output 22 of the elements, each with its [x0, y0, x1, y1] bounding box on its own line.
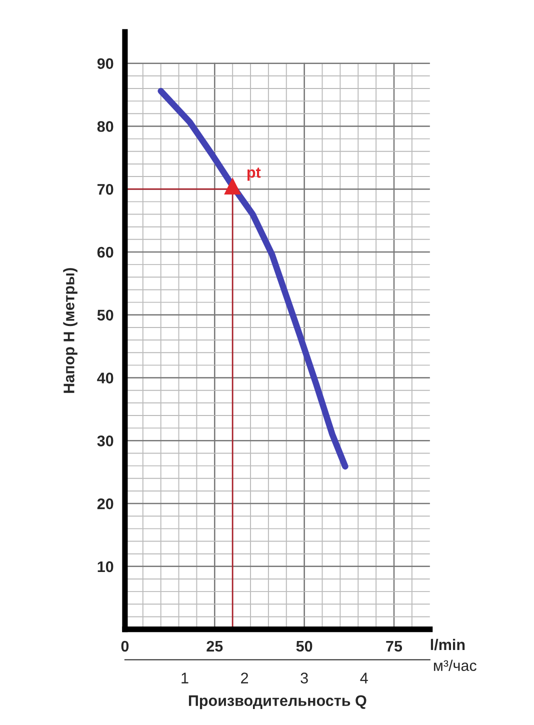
- x-tick-label: 25: [206, 640, 223, 652]
- x2-axis-title: м³/час: [434, 660, 476, 672]
- y-tick-label: 60: [97, 246, 114, 258]
- y-tick-label: 50: [97, 310, 114, 321]
- y-tick-label: 30: [97, 436, 114, 446]
- x2-tick-label: 3: [300, 672, 308, 684]
- text: Производительность Q: [188, 695, 366, 710]
- y-tick-label: 90: [97, 58, 114, 70]
- y-axis-title: Напор H (метры): [63, 268, 78, 393]
- x-tick-label: 50: [296, 640, 312, 652]
- x2-tick-label: 2: [241, 672, 248, 684]
- x-tick-label: 75: [386, 640, 402, 652]
- y-tick-label: 20: [97, 498, 114, 510]
- y-tick-label: 70: [98, 184, 114, 195]
- series-label: pt: [247, 168, 261, 181]
- x-axis-title: l/min: [430, 638, 465, 650]
- x2-tick-label: 4: [360, 672, 368, 684]
- x2-tick-label: 1: [182, 672, 188, 684]
- y-tick-label: 80: [97, 121, 114, 132]
- y-tick-label: 10: [98, 561, 114, 572]
- y-tick-label: 40: [97, 372, 114, 384]
- x-tick-label: 0: [121, 640, 129, 652]
